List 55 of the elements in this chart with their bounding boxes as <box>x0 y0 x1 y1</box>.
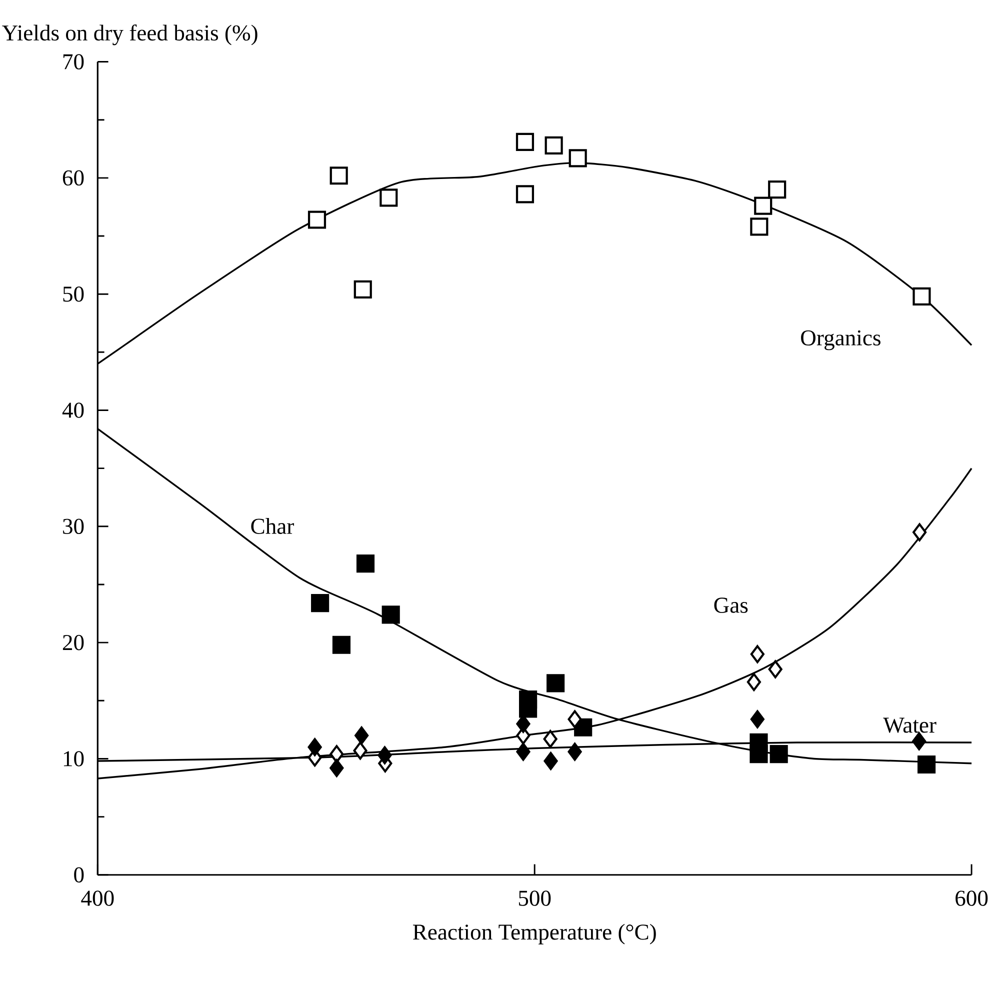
series-label: Gas <box>714 597 748 613</box>
point <box>912 287 931 306</box>
point <box>380 188 398 206</box>
point <box>544 136 563 154</box>
y-tick-label: 0 <box>74 867 84 882</box>
point <box>568 148 587 167</box>
point <box>330 744 344 763</box>
point <box>332 636 351 654</box>
x-tick-label: 500 <box>518 890 551 906</box>
point <box>516 132 534 151</box>
series-label: Water <box>883 718 936 733</box>
x-axis-title: Reaction Temperature (°C) <box>412 924 656 944</box>
point <box>378 746 392 764</box>
point <box>516 742 530 761</box>
point <box>750 744 768 763</box>
point <box>750 710 764 728</box>
y-tick-label: 20 <box>62 634 84 650</box>
point <box>912 522 927 542</box>
point <box>354 280 372 298</box>
y-axis-title: Yields on dry feed basis (%) <box>2 24 258 46</box>
point <box>354 726 369 744</box>
x-tick-label: 400 <box>81 890 114 906</box>
point <box>308 738 322 756</box>
point <box>543 730 558 748</box>
point <box>746 672 761 691</box>
point <box>546 674 565 692</box>
series-label: Organics <box>801 330 880 350</box>
point <box>750 217 768 236</box>
point <box>918 755 936 774</box>
point <box>519 700 538 718</box>
point <box>750 644 764 663</box>
point <box>912 732 926 750</box>
y-tick-label: 30 <box>63 518 84 534</box>
point <box>568 742 582 761</box>
point <box>770 744 788 763</box>
y-tick-label: 70 <box>63 54 84 70</box>
point <box>768 180 786 198</box>
y-tick-label: 40 <box>62 402 84 418</box>
point <box>768 660 782 678</box>
point <box>382 605 400 624</box>
point <box>330 166 348 184</box>
y-tick-label: 60 <box>62 170 84 186</box>
point <box>311 594 330 612</box>
point <box>356 554 375 572</box>
point <box>516 184 534 204</box>
y-tick-label: 10 <box>64 750 84 766</box>
point <box>754 196 772 215</box>
point <box>330 758 344 777</box>
point <box>544 752 558 770</box>
point <box>568 710 582 728</box>
text: Char <box>251 518 294 534</box>
x-tick-label: 600 <box>956 890 988 906</box>
y-tick-label: 50 <box>63 286 84 302</box>
point <box>353 741 368 760</box>
point <box>308 210 326 229</box>
